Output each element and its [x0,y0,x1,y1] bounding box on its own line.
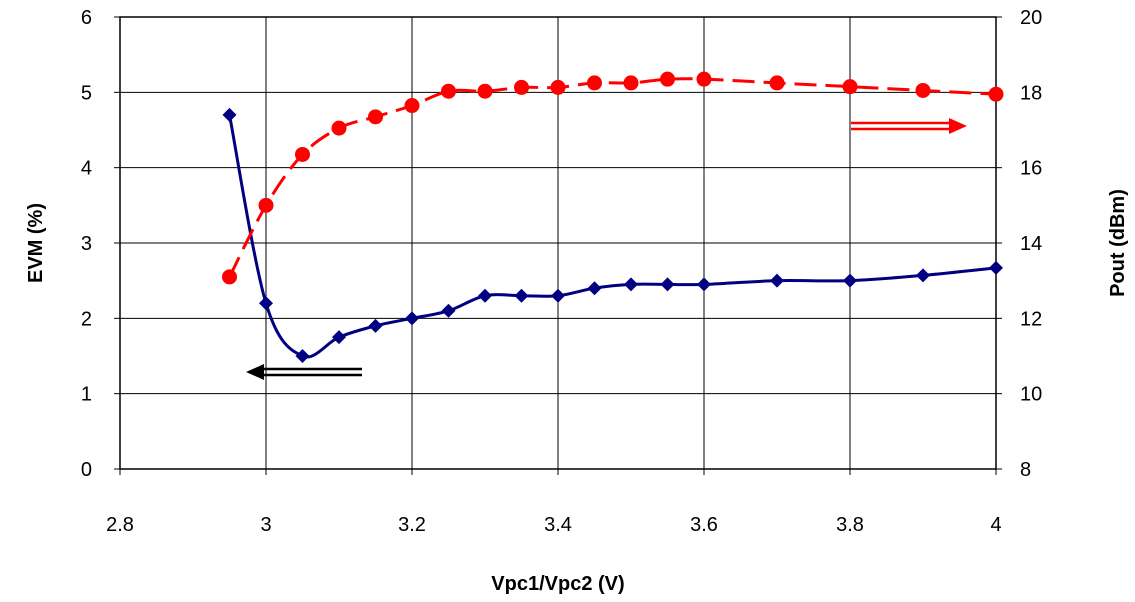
data-point [477,83,493,99]
left-y-axis-title: EVM (%) [25,203,47,283]
x-axis-title: Vpc1/Vpc2 (V) [491,573,624,595]
data-point [696,71,712,87]
y-tick-label: 6 [81,7,92,29]
y2-tick-label: 12 [1020,308,1042,330]
data-point [441,83,456,99]
data-point [624,277,638,292]
data-point [514,288,529,303]
data-point [404,98,420,114]
data-point [587,75,602,91]
y2-tick-label: 18 [1020,82,1042,104]
x-tick-label: 2.8 [106,514,134,536]
x-axis: 2.8 3 3.2 3.4 3.6 3.8 4 [106,469,1002,536]
x-tick-label: 3.8 [836,514,864,536]
x-tick-label: 3.2 [398,514,426,536]
data-point [441,303,456,318]
evm-series [222,107,1003,363]
series-line [228,114,997,359]
data-point [916,268,930,283]
pout-series [222,71,1004,285]
series-line [228,77,997,278]
right-y-axis: 8 10 12 14 16 18 20 [996,7,1042,481]
data-point [697,277,711,292]
data-point [368,109,383,125]
data-point [770,273,784,288]
data-point [332,330,346,345]
data-point [514,79,529,95]
data-point [587,281,602,296]
series-layer [222,71,1004,363]
data-point [769,75,785,91]
data-point [478,288,492,303]
data-point [405,311,419,326]
data-point [368,318,383,333]
left-y-axis: 0 1 2 3 4 5 6 [81,7,120,481]
y-tick-label: 2 [81,308,92,330]
data-point [915,82,931,98]
data-point [988,86,1004,102]
y-tick-label: 0 [81,459,92,481]
pout-axis-arrow [851,118,967,134]
y2-tick-label: 8 [1020,459,1031,481]
y2-tick-label: 10 [1020,384,1042,406]
annotation-layer [246,118,967,380]
x-tick-label: 3.6 [690,514,718,536]
x-tick-label: 3 [260,514,271,536]
data-point [551,288,565,303]
data-point [843,273,857,288]
data-point [989,260,1003,275]
y2-tick-label: 14 [1020,233,1042,255]
data-point [660,277,675,292]
data-point [259,296,273,311]
y-tick-label: 1 [81,384,92,406]
y-tick-label: 5 [81,82,92,104]
y2-tick-label: 16 [1020,158,1042,180]
data-point [222,269,237,285]
data-point [550,79,566,95]
x-tick-label: 4 [990,514,1001,536]
data-point [295,146,310,162]
data-point [623,75,639,91]
data-point [258,197,274,213]
y2-tick-label: 20 [1020,7,1042,29]
data-point [222,107,237,122]
data-point [295,349,310,363]
evm-axis-arrow [246,364,362,380]
right-y-axis-title: Pout (dBm) [1107,189,1129,297]
data-point [842,79,858,95]
y-tick-label: 4 [81,158,92,180]
y-tick-label: 3 [81,233,92,255]
x-tick-label: 3.4 [544,514,572,536]
data-point [331,120,347,136]
data-point [660,71,675,87]
